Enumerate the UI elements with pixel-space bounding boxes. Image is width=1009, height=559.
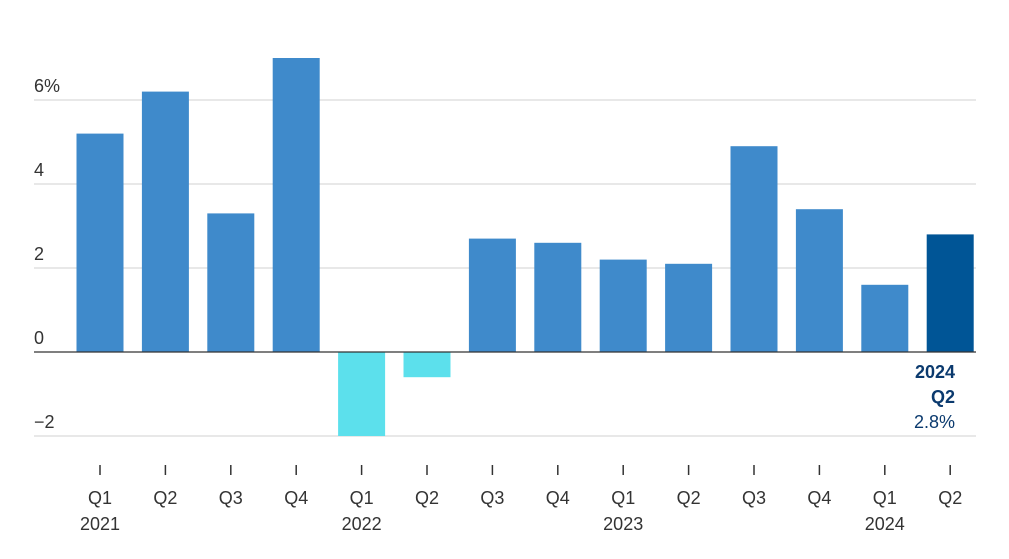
x-tick-label: Q4 (284, 488, 308, 508)
x-tick-label: Q2 (677, 488, 701, 508)
x-tick-label: Q2 (938, 488, 962, 508)
x-tick-label: Q2 (153, 488, 177, 508)
bar (272, 58, 320, 352)
x-tick-label: Q3 (480, 488, 504, 508)
x-tick-label: Q1 (88, 488, 112, 508)
x-tick-label: Q1 (873, 488, 897, 508)
annotation-value: 2.8% (914, 412, 955, 432)
year-label: 2023 (603, 514, 643, 534)
y-tick-label: 4 (34, 160, 44, 180)
x-tick-label: Q4 (807, 488, 831, 508)
bar (76, 133, 124, 352)
bar (403, 352, 451, 378)
year-label: 2022 (342, 514, 382, 534)
x-tick-label: Q4 (546, 488, 570, 508)
y-tick-label: 2 (34, 244, 44, 264)
year-labels: 2021 2022 2023 2024 (80, 514, 905, 534)
year-label: 2021 (80, 514, 120, 534)
x-tick-label: Q2 (415, 488, 439, 508)
highlight-annotation: 2024 Q2 2.8% (914, 362, 955, 432)
bar (926, 234, 974, 352)
x-axis-labels: Q1 Q2 Q3 Q4 Q1 Q2 Q3 Q4 Q1 Q2 Q3 Q4 Q1 Q2 (88, 488, 962, 508)
bars (76, 58, 974, 436)
y-axis-labels: 6% 4 2 0 −2 (34, 76, 60, 432)
x-tick-label: Q1 (611, 488, 635, 508)
annotation-year: 2024 (915, 362, 955, 382)
bar (599, 259, 647, 352)
x-tick-label: Q3 (742, 488, 766, 508)
x-tick-label: Q3 (219, 488, 243, 508)
bar (730, 146, 778, 352)
bar (338, 352, 386, 436)
bar (861, 284, 909, 352)
bar (468, 238, 516, 352)
y-tick-label: −2 (34, 412, 55, 432)
y-tick-label: 6% (34, 76, 60, 96)
bar (534, 242, 582, 352)
bar (141, 91, 189, 352)
bar (207, 213, 255, 352)
year-label: 2024 (865, 514, 905, 534)
bar (795, 209, 843, 352)
y-tick-label: 0 (34, 328, 44, 348)
x-tick-label: Q1 (350, 488, 374, 508)
annotation-quarter: Q2 (931, 387, 955, 407)
x-axis-ticks (99, 465, 951, 475)
bar (665, 263, 713, 352)
